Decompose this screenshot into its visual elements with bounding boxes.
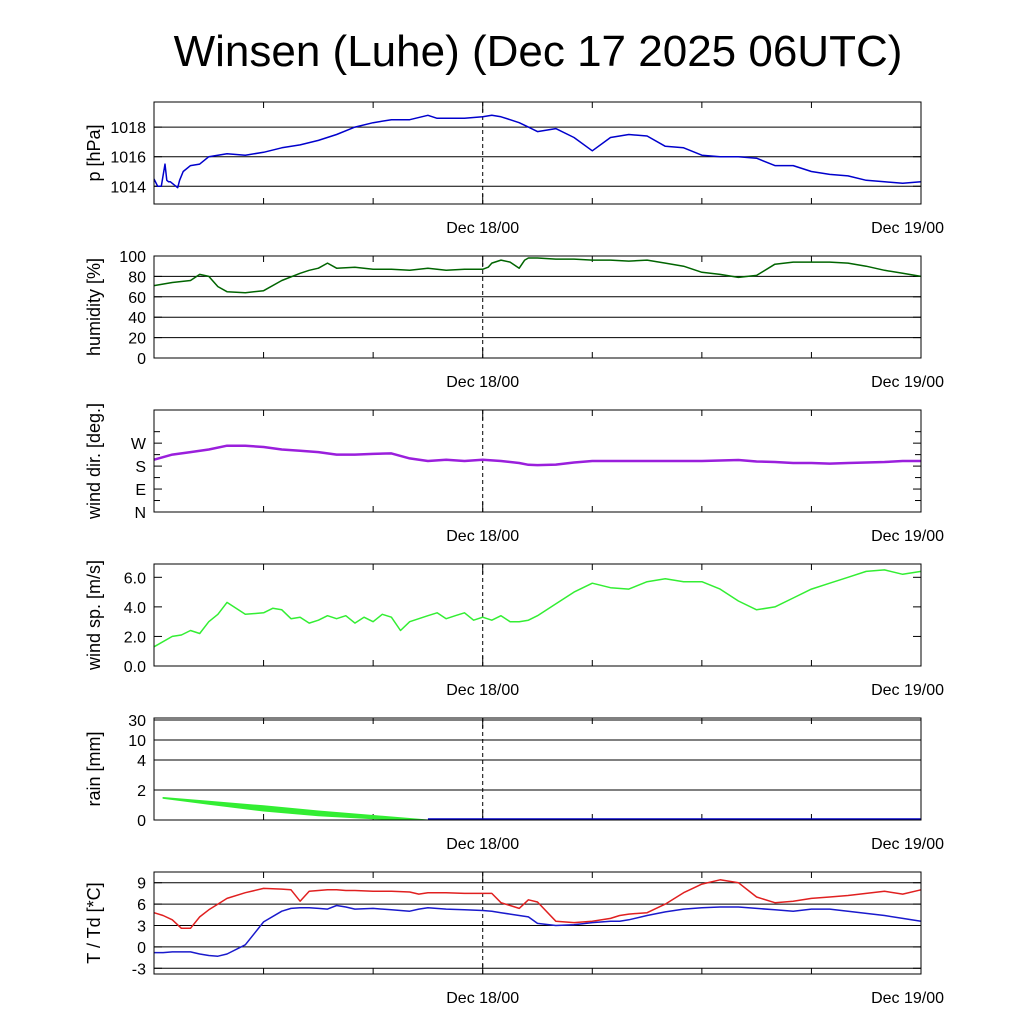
- y-tick-label: 30: [128, 713, 146, 730]
- y-tick-label: 0: [137, 813, 146, 830]
- panel-frame: [153, 255, 922, 359]
- y-tick-label: 1016: [110, 150, 146, 167]
- y-axis-label: wind sp. [m/s]: [84, 560, 104, 671]
- y-tick-label: N: [134, 505, 146, 522]
- series-ff: [153, 569, 922, 648]
- y-tick-label: E: [135, 482, 146, 499]
- x-tick-label: Dec 18/00: [446, 220, 519, 237]
- y-tick-label: 0: [137, 940, 146, 957]
- y-tick-label: 40: [128, 310, 146, 327]
- panel-pressure: 1014 1016 1018 p [hPa] Dec 18/00 Dec 19/00: [84, 101, 944, 237]
- series-dd: [153, 444, 921, 467]
- panel-frame: [153, 101, 922, 205]
- series-rh: [153, 257, 922, 294]
- y-tick-label: W: [131, 436, 147, 453]
- y-tick-label: 1018: [110, 120, 146, 137]
- y-tick-label: 4: [137, 753, 146, 770]
- y-axis-label: T / Td [*C]: [84, 882, 104, 963]
- x-tick-label: Dec 19/00: [871, 374, 944, 391]
- panel-frame: [153, 563, 922, 667]
- y-tick-label: 2: [137, 783, 146, 800]
- series-Td: [154, 904, 922, 957]
- y-tick-label: 4.0: [124, 600, 146, 617]
- y-tick-label: 20: [128, 331, 146, 348]
- panel-frame: [153, 409, 922, 513]
- series-T: [153, 879, 922, 930]
- y-axis-label: wind dir. [deg.]: [84, 403, 104, 520]
- x-tick-label: Dec 19/00: [871, 220, 944, 237]
- y-tick-label: 100: [119, 249, 146, 266]
- x-tick-label: Dec 18/00: [446, 836, 519, 853]
- y-tick-label: 3: [137, 918, 146, 935]
- y-tick-label: 2.0: [124, 629, 146, 646]
- x-tick-label: Dec 18/00: [446, 528, 519, 545]
- y-axis-label: rain [mm]: [84, 731, 104, 806]
- y-tick-label: 9: [137, 876, 146, 893]
- chart-title: Winsen (Luhe) (Dec 17 2025 06UTC): [174, 27, 903, 76]
- x-tick-label: Dec 18/00: [446, 374, 519, 391]
- y-tick-label: 6.0: [124, 570, 146, 587]
- y-tick-label: -3: [132, 961, 146, 978]
- y-tick-label: 60: [128, 290, 146, 307]
- panel-wind_speed: 0.0 2.0 4.0 6.0 wind sp. [m/s] Dec 18/00 Dec 1…: [84, 560, 944, 699]
- rain-area: [162, 796, 428, 821]
- panel-frame: [153, 717, 922, 821]
- x-tick-label: Dec 19/00: [871, 990, 944, 1007]
- y-tick-label: 0.0: [124, 659, 146, 676]
- x-tick-label: Dec 19/00: [871, 528, 944, 545]
- x-tick-label: Dec 19/00: [871, 836, 944, 853]
- y-tick-label: 80: [128, 269, 146, 286]
- y-tick-label: S: [135, 459, 146, 476]
- y-tick-label: 10: [128, 733, 146, 750]
- panel-rain: 0 2 4 10 30 rain [mm] Dec 18/00 Dec 19/00: [84, 713, 944, 853]
- panel-frame: [153, 871, 922, 975]
- series-p: [153, 114, 922, 189]
- y-axis-label: p [hPa]: [84, 124, 104, 181]
- panel-humidity: 0 20 40 60 80 100 humidity [%] Dec 18/00 Dec 19/…: [84, 249, 944, 391]
- x-tick-label: Dec 18/00: [446, 990, 519, 1007]
- x-tick-label: Dec 19/00: [871, 682, 944, 699]
- x-tick-label: Dec 18/00: [446, 682, 519, 699]
- panel-temperature: -3 0 3 6 9 T / Td [*C] Dec 18/00 Dec 19/00: [84, 871, 944, 1007]
- y-tick-label: 1014: [110, 179, 146, 196]
- y-axis-label: humidity [%]: [84, 258, 104, 356]
- y-tick-label: 0: [137, 351, 146, 368]
- y-tick-label: 6: [137, 897, 146, 914]
